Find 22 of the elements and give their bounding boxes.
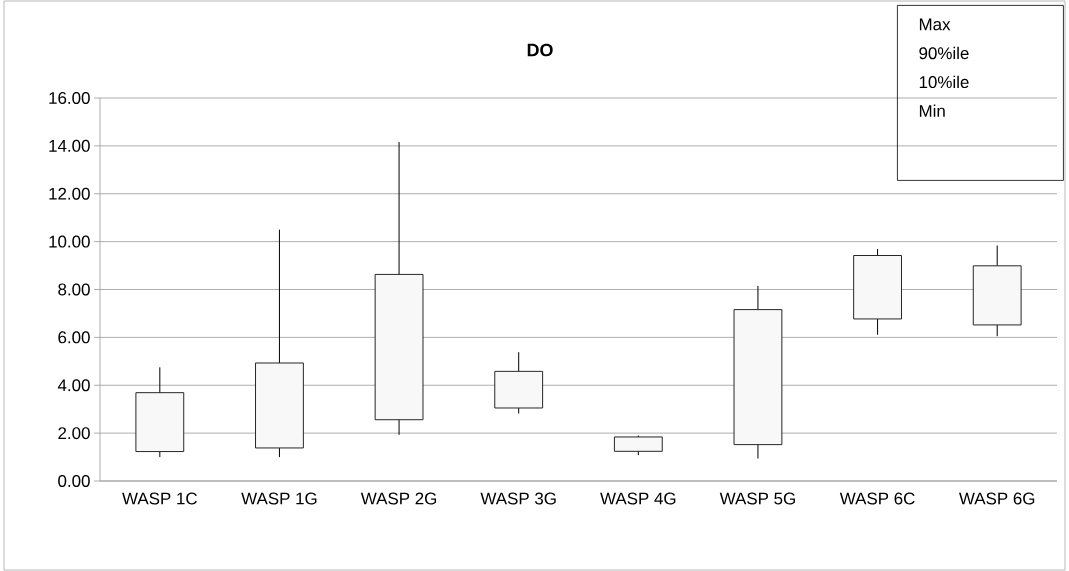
y-tick-label: 10.00: [49, 235, 90, 248]
x-tick-label: WASP 1G: [241, 492, 317, 505]
x-tick-label: WASP 3G: [480, 492, 556, 505]
y-tick-label: 14.00: [49, 139, 90, 152]
chart-title: DO: [527, 43, 553, 57]
x-tick-label: WASP 6C: [839, 492, 915, 505]
text: 10%ile: [919, 75, 969, 89]
y-tick-label: 12.00: [49, 187, 90, 200]
x-tick-label: WASP 2G: [360, 492, 437, 505]
x-tick-label: WASP 1C: [122, 492, 197, 505]
y-tick-label: 8.00: [58, 283, 90, 296]
annotation: Min: [919, 104, 945, 117]
text: Max: [919, 18, 951, 31]
y-tick-label: 16.00: [49, 92, 90, 104]
y-tick-label: 4.00: [57, 379, 90, 392]
text: 90%ile: [919, 46, 969, 60]
y-tick-label: 6.00: [58, 331, 90, 344]
x-tick-label: WASP 5G: [719, 492, 795, 505]
y-tick-label: 2.00: [58, 427, 90, 440]
y-tick-label: 0.00: [58, 475, 90, 487]
x-tick-label: WASP 4G: [600, 492, 676, 505]
x-tick-label: WASP 6G: [959, 492, 1035, 505]
